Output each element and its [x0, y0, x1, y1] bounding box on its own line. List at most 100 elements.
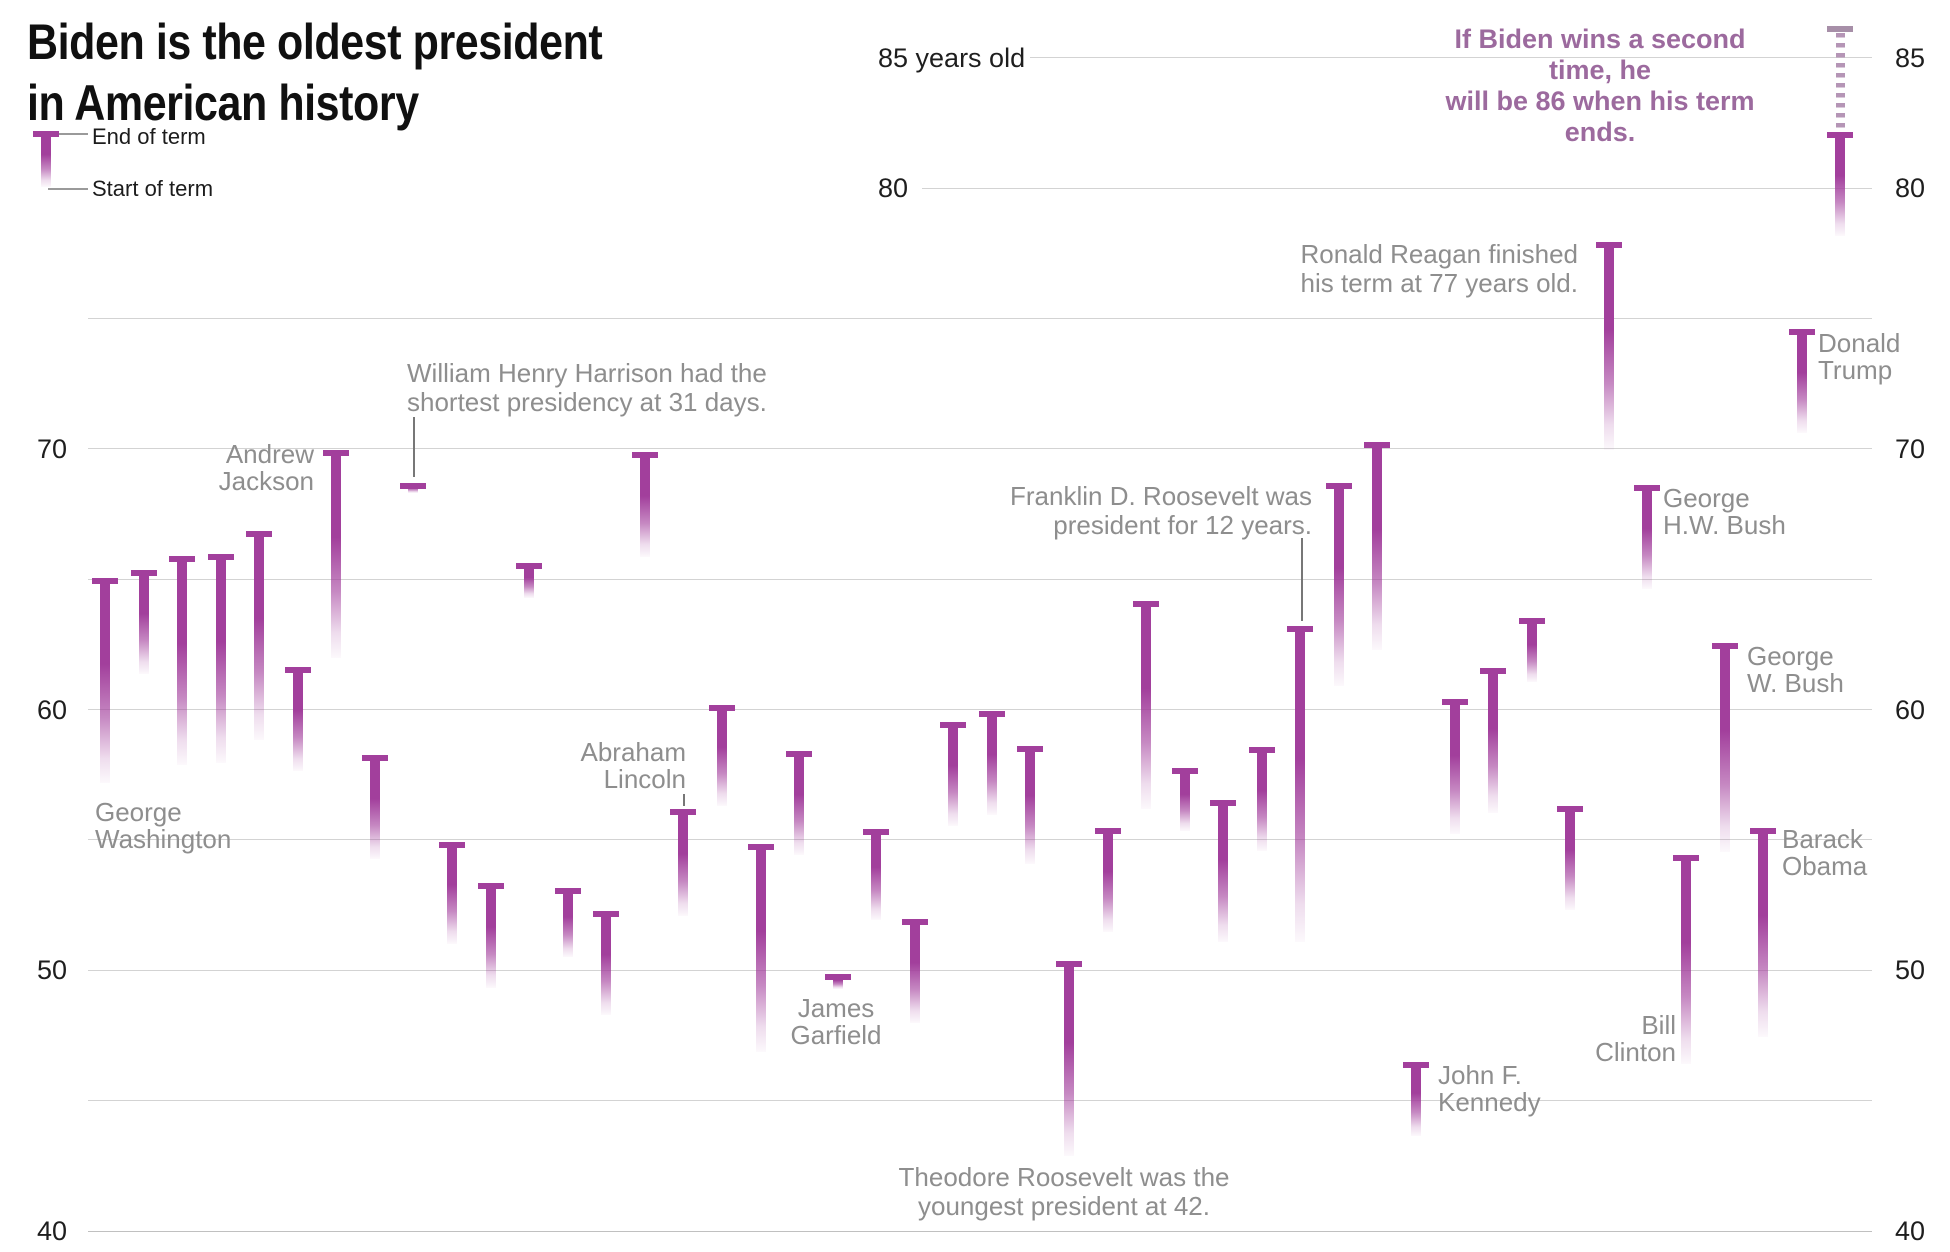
bar-monroe — [254, 531, 265, 740]
bar-b-harrison — [948, 721, 959, 827]
axis-label-left-70: 70 — [36, 433, 67, 464]
bar-carter — [1565, 806, 1576, 911]
axis-label-right-60: 60 — [1895, 694, 1926, 725]
bar-washington — [100, 578, 110, 783]
axis-label-right-40: 40 — [1895, 1216, 1926, 1246]
bar-cap-wh-harrison — [400, 482, 427, 489]
bar-cap-cleveland-1 — [901, 919, 928, 926]
bar-cap-jq-adams — [284, 666, 311, 673]
legend-start-of-term-label: Start of term — [92, 176, 214, 201]
bar-cap-fdr — [1287, 626, 1314, 633]
bar-cap-coolidge — [1210, 799, 1237, 806]
bar-cleveland-1 — [909, 919, 920, 1024]
bar-fillmore — [562, 888, 573, 958]
bar-cap-monroe — [246, 531, 273, 538]
bar-clinton — [1680, 855, 1691, 1064]
bar-cap-arthur — [863, 829, 890, 835]
gridline-55 — [88, 839, 1872, 841]
bar-lbj — [1449, 699, 1460, 834]
bar-cap-garfield — [824, 974, 851, 981]
bar-cap-mckinley — [1017, 745, 1044, 752]
bar-cap-hayes — [786, 750, 813, 757]
bar-kennedy — [1411, 1062, 1422, 1136]
bar-cap-grant — [747, 843, 774, 850]
bar-coolidge — [1218, 799, 1229, 943]
bar-cap-ford — [1518, 617, 1545, 624]
bar-taylor — [524, 562, 535, 598]
gridline-70 — [88, 448, 1872, 450]
bar-cap-t-roosevelt — [1056, 961, 1082, 968]
bar-cap-trump — [1788, 328, 1815, 335]
bar-cap-eisenhower — [1364, 441, 1391, 448]
bar-cap-fillmore — [554, 888, 581, 895]
legend-start-tick — [48, 188, 88, 190]
note-biden: If Biden wins a second time, he will be … — [1445, 24, 1755, 147]
label-george-hw-bush: George H.W. Bush — [1663, 483, 1786, 540]
bar-cap-gw-bush — [1711, 643, 1738, 650]
bar-cap-pierce — [593, 911, 620, 918]
legend-term-bar-glyph — [41, 131, 51, 187]
bar-cap-b-harrison — [940, 721, 967, 728]
bar-projection-cap-biden — [1827, 26, 1854, 33]
bar-hayes — [794, 750, 805, 856]
gridline-45 — [88, 1100, 1872, 1102]
bar-cap-clinton — [1672, 855, 1699, 862]
axis-label-left-50: 50 — [36, 955, 67, 986]
bar-cap-wilson — [1133, 600, 1160, 607]
axis-label-right-80: 80 — [1895, 173, 1926, 204]
chart-title: Biden is the oldest president in America… — [27, 14, 603, 131]
bar-cap-polk — [477, 883, 504, 890]
bar-polk — [485, 883, 496, 988]
bar-cap-ghw-bush — [1634, 485, 1661, 492]
bar-cap-reagan — [1595, 241, 1622, 248]
bar-cap-carter — [1557, 806, 1584, 813]
axis-label-inline-85: 85 years old — [878, 42, 1026, 73]
bar-trump — [1796, 328, 1807, 434]
bar-cap-lincoln — [670, 808, 697, 815]
gridline-65 — [88, 578, 1872, 580]
bar-cap-hoover — [1248, 747, 1275, 754]
note-teddy: Theodore Roosevelt was the youngest pres… — [898, 1162, 1230, 1221]
label-abraham-lincoln: Abraham Lincoln — [580, 737, 687, 794]
label-andrew-jackson: Andrew Jackson — [218, 439, 314, 496]
bar-cap-buchanan — [631, 452, 658, 459]
gridline-60 — [88, 709, 1872, 711]
bar-cap-lbj — [1441, 699, 1468, 706]
bar-wilson — [1141, 600, 1152, 810]
bar-jackson — [331, 449, 342, 659]
bar-cap-nixon — [1480, 668, 1507, 675]
bar-eisenhower — [1372, 441, 1383, 651]
bar-projection-biden — [1835, 33, 1845, 128]
bar-ghw-bush — [1642, 485, 1653, 590]
bar-cap-truman — [1325, 482, 1352, 489]
gridline-85 — [1030, 57, 1872, 59]
bar-ford — [1526, 617, 1537, 682]
bar-a-johnson — [716, 704, 727, 807]
bar-cap-j-adams — [130, 570, 157, 577]
axis-label-right-85: 85 — [1895, 42, 1926, 73]
bar-garfield — [832, 974, 843, 989]
bar-cap-harding — [1171, 768, 1198, 775]
bar-taft — [1102, 827, 1113, 932]
bar-gw-bush — [1719, 643, 1730, 852]
bar-arthur — [871, 829, 882, 920]
bar-van-buren — [369, 755, 380, 860]
axis-label-left-40: 40 — [36, 1216, 67, 1246]
bar-cap-cleveland-2 — [978, 710, 1005, 717]
bar-cap-a-johnson — [708, 704, 735, 711]
bar-jq-adams — [292, 666, 303, 771]
bar-cap-jackson — [323, 449, 350, 456]
bar-biden — [1835, 131, 1846, 236]
bar-lincoln — [678, 808, 689, 916]
bar-jefferson — [177, 556, 188, 765]
bar-truman — [1333, 482, 1344, 686]
bar-tyler — [447, 842, 458, 944]
axis-label-left-60: 60 — [36, 694, 67, 725]
bar-cap-tyler — [439, 842, 466, 849]
bar-cap-madison — [207, 553, 234, 560]
note-reagan: Ronald Reagan finished his term at 77 ye… — [1300, 239, 1578, 298]
bar-j-adams — [138, 570, 149, 675]
label-george-w-bush: George W. Bush — [1747, 641, 1844, 698]
bar-cap-taylor — [516, 562, 543, 569]
